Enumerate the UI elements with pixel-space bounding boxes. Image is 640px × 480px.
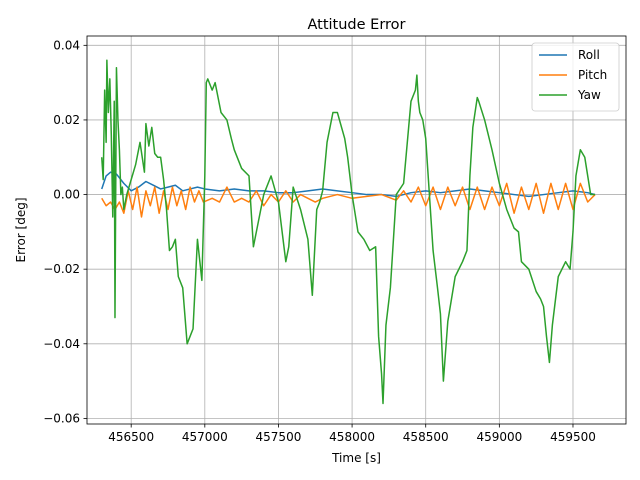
y-tick-label: −0.02 — [43, 262, 80, 276]
y-tick-label: 0.02 — [53, 113, 80, 127]
legend-label-pitch: Pitch — [578, 68, 607, 82]
x-tick-label: 458000 — [329, 430, 375, 444]
chart-title: Attitude Error — [307, 17, 405, 33]
y-tick-label: 0.00 — [53, 188, 80, 202]
y-axis-label: Error [deg] — [14, 197, 28, 262]
x-tick-label: 457000 — [182, 430, 228, 444]
legend: Roll Pitch Yaw — [531, 42, 620, 112]
series-line-yaw — [100, 59, 596, 405]
axis-ticks: 456500 457000 457500 458000 458500 459000 4595… — [43, 38, 596, 444]
y-tick-label: 0.04 — [53, 38, 80, 52]
x-tick-label: 458500 — [403, 430, 449, 444]
legend-entries: Roll Pitch Yaw — [539, 48, 607, 102]
grid — [87, 36, 626, 424]
x-tick-label: 459500 — [550, 430, 596, 444]
legend-label-yaw: Yaw — [577, 88, 601, 102]
legend-label-roll: Roll — [578, 48, 600, 62]
plot-frame — [86, 35, 627, 425]
series-lines — [100, 59, 596, 405]
y-tick-label: −0.06 — [43, 411, 80, 425]
x-tick-label: 457500 — [256, 430, 302, 444]
x-tick-label: 456500 — [108, 430, 154, 444]
y-tick-label: −0.04 — [43, 337, 80, 351]
x-tick-label: 459000 — [476, 430, 522, 444]
x-axis-label: Time [s] — [331, 451, 381, 465]
legend-box — [531, 42, 620, 112]
